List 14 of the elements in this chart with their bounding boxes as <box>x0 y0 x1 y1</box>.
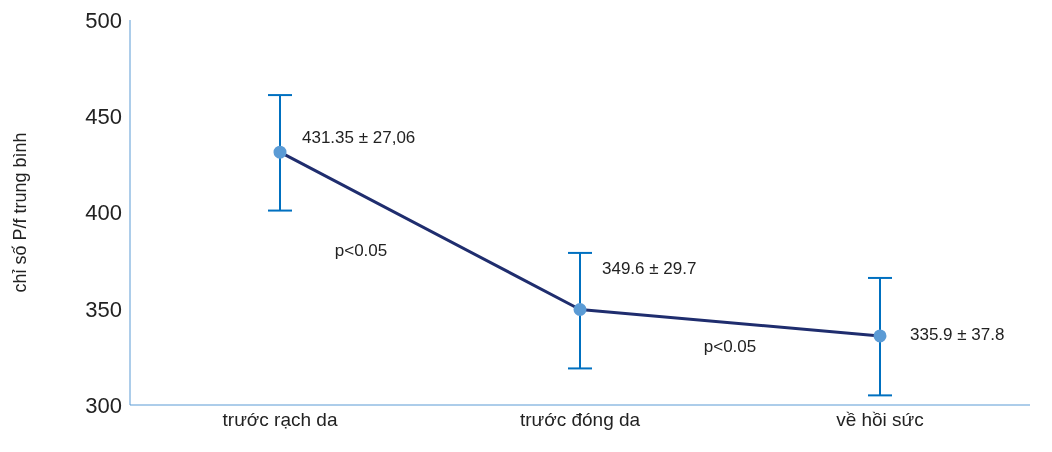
x-tick-label: trước rạch da <box>222 409 338 431</box>
data-label: 431.35 ± 27,06 <box>302 127 416 147</box>
y-tick-label: 500 <box>85 7 122 33</box>
x-tick-label: về hồi sức <box>836 409 924 431</box>
y-tick-label: 300 <box>85 392 122 418</box>
annotation: p<0.05 <box>703 337 757 358</box>
y-tick-label: 450 <box>85 104 122 130</box>
y-axis-title: chỉ số P/f trung bình <box>10 132 31 293</box>
y-tick-label: 350 <box>85 296 122 322</box>
data-label: 335.9 ± 37.8 <box>910 325 1005 345</box>
x-tick-label: trước đóng da <box>519 409 641 431</box>
y-tick-label: 400 <box>85 200 122 226</box>
data-label: 349.6 ± 29.7 <box>602 259 697 278</box>
annotation: p<0.05 <box>334 241 388 261</box>
